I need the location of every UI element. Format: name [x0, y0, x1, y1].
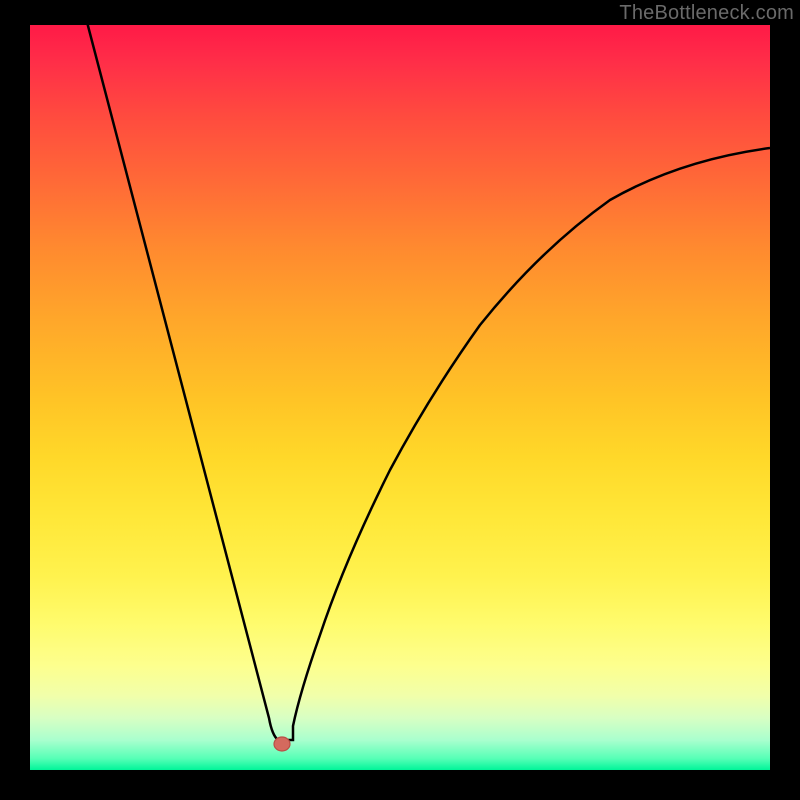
chart-container: TheBottleneck.com — [0, 0, 800, 800]
watermark-text: TheBottleneck.com — [619, 2, 794, 25]
bottleneck-chart — [0, 0, 800, 800]
gradient-background — [30, 25, 770, 770]
optimal-point-marker — [274, 737, 290, 751]
